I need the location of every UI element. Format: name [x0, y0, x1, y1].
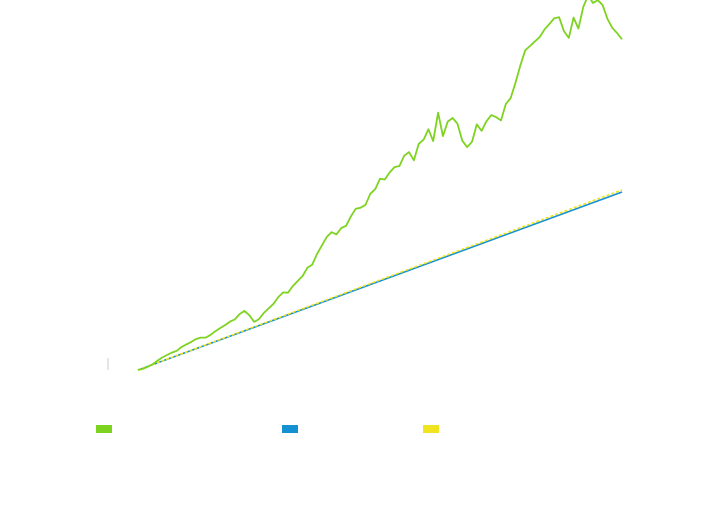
series-layer	[137, 0, 623, 371]
legend-swatch-green	[96, 425, 112, 433]
legend-swatch-blue	[282, 425, 298, 433]
series-line-yellow	[137, 189, 623, 371]
series-line-green	[137, 0, 623, 371]
legend-swatch-yellow	[423, 425, 439, 433]
